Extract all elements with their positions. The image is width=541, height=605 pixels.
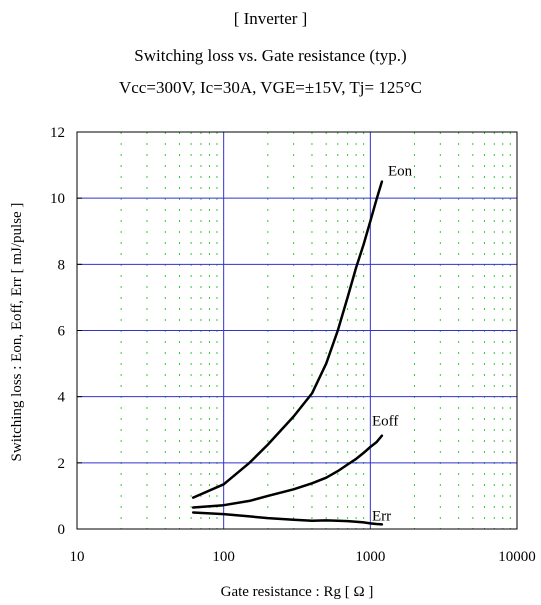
series-line-eon bbox=[191, 180, 384, 499]
y-tick-label: 8 bbox=[58, 257, 66, 273]
series-label-eoff: Eoff bbox=[372, 414, 398, 430]
y-tick-label: 2 bbox=[58, 456, 66, 472]
series-label-err: Err bbox=[372, 508, 391, 524]
x-tick-label: 100 bbox=[212, 549, 235, 565]
chart-conditions: Vcc=300V, Ic=30A, VGE=±15V, Tj= 125°C bbox=[118, 78, 423, 97]
y-tick-label: 4 bbox=[58, 390, 66, 406]
x-tick-label: 10 bbox=[70, 549, 85, 565]
major-grid bbox=[77, 132, 517, 529]
y-tick-label: 10 bbox=[50, 191, 65, 207]
x-tick-label: 10000 bbox=[498, 549, 536, 565]
series-line-eoff bbox=[191, 434, 384, 509]
series-labels: Eon Eoff Err bbox=[372, 164, 413, 525]
series-curves bbox=[191, 180, 384, 526]
chart-subtitle: Switching loss vs. Gate resistance (typ.… bbox=[134, 46, 407, 65]
chart-title: [ Inverter ] bbox=[233, 9, 308, 28]
y-tick-label: 0 bbox=[58, 522, 66, 538]
series-line-err bbox=[191, 511, 384, 526]
y-axis-ticks: 0 2 4 6 8 10 12 bbox=[50, 125, 82, 538]
x-axis-label: Gate resistance : Rg [ Ω ] bbox=[221, 584, 374, 600]
y-tick-label: 6 bbox=[58, 324, 66, 340]
series-label-eon: Eon bbox=[388, 164, 413, 180]
y-axis-label: Switching loss : Eon, Eoff, Err [ mJ/pul… bbox=[9, 203, 25, 462]
x-tick-label: 1000 bbox=[355, 549, 385, 565]
x-axis-ticks: 10 100 1000 10000 bbox=[70, 549, 536, 565]
y-tick-label: 12 bbox=[50, 125, 65, 141]
